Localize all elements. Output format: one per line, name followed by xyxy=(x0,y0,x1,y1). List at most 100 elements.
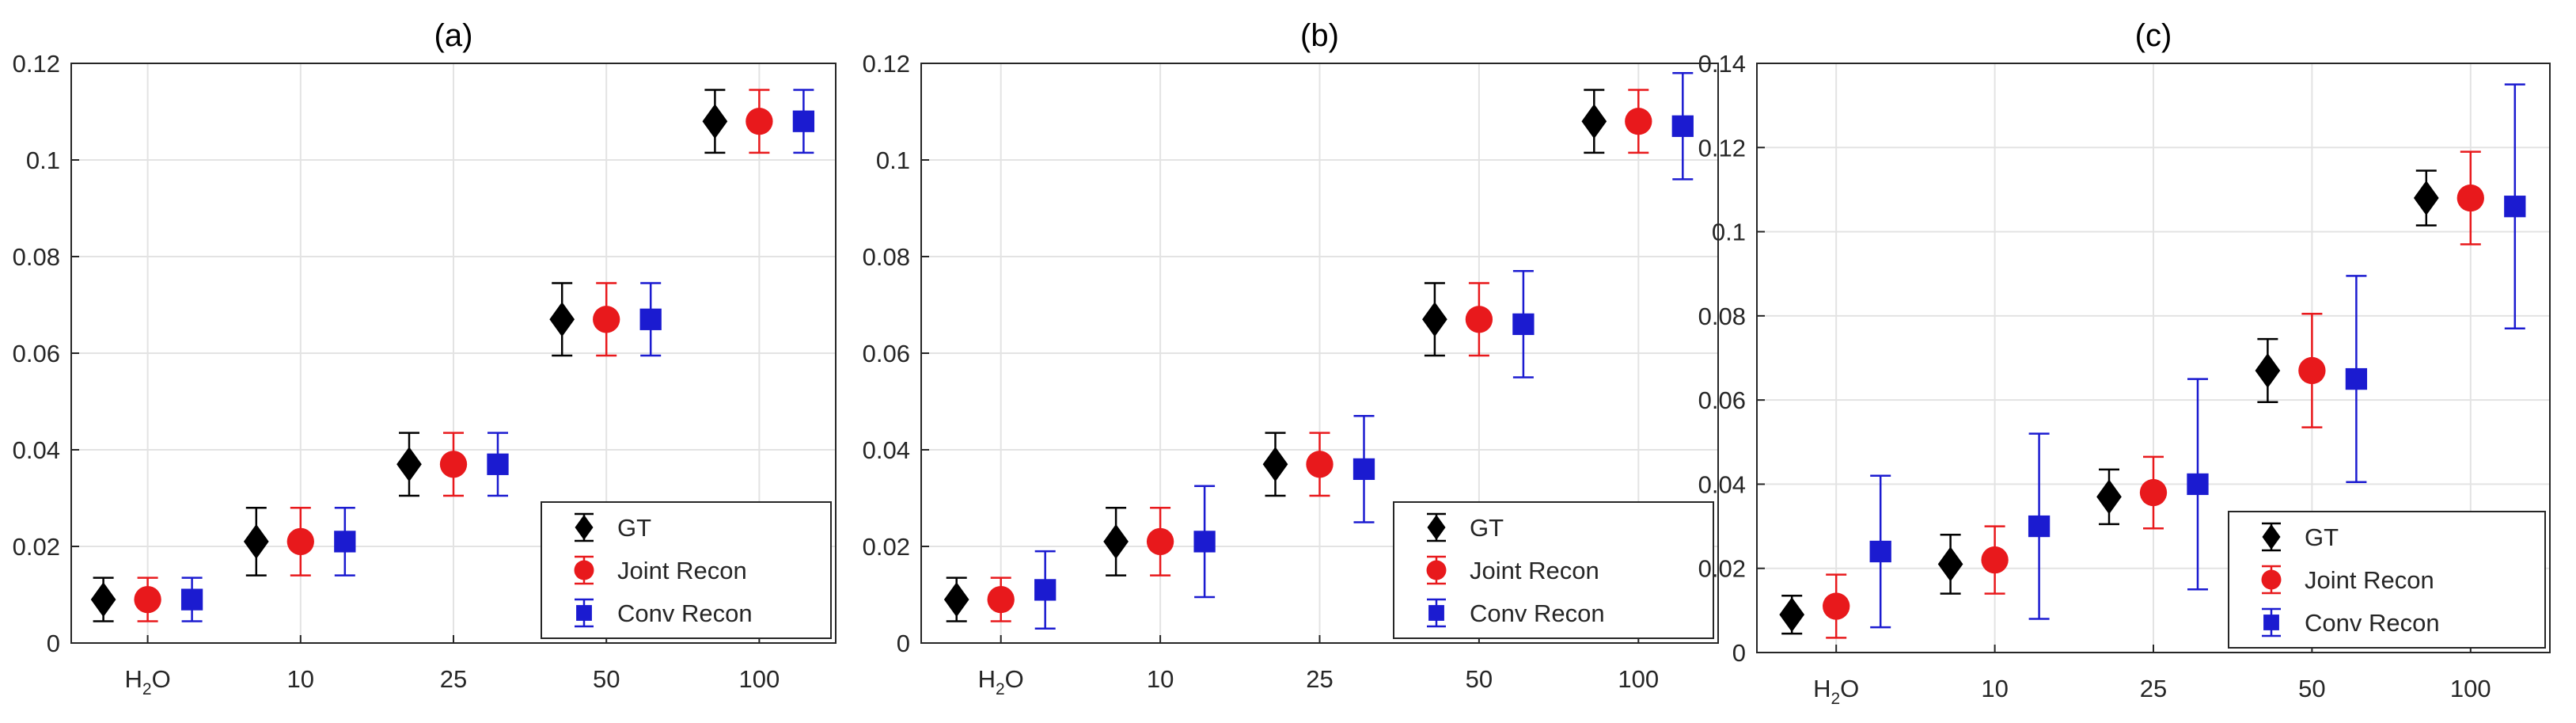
x-tick-label: 10 xyxy=(287,665,314,693)
chart-title: (a) xyxy=(434,18,473,53)
legend-joint-marker xyxy=(574,560,594,580)
x-tick-label: H2O xyxy=(1813,675,1859,708)
x-tick-label: 50 xyxy=(593,665,620,693)
legend-joint-marker xyxy=(1426,560,1447,580)
gt-marker xyxy=(1422,302,1447,337)
x-tick-label: 50 xyxy=(2298,675,2325,702)
joint-marker xyxy=(1465,306,1493,333)
legend-conv-marker xyxy=(2263,615,2279,630)
y-tick-label: 0 xyxy=(897,630,910,657)
conv-marker xyxy=(1193,531,1216,553)
y-tick-label: 0.1 xyxy=(26,147,60,174)
gt-marker xyxy=(943,582,969,618)
y-tick-label: 0.04 xyxy=(13,436,60,464)
gt-marker xyxy=(90,582,116,618)
gt-marker xyxy=(549,302,575,337)
chart-title: (b) xyxy=(1300,18,1339,53)
x-tick-label: 100 xyxy=(739,665,780,693)
conv-marker xyxy=(1352,458,1375,481)
gt-marker xyxy=(1581,104,1607,139)
gt-marker xyxy=(2413,181,2439,216)
gt-marker xyxy=(2096,479,2122,515)
conv-marker xyxy=(487,453,509,475)
legend-box xyxy=(1393,501,1714,639)
y-tick-label: 0.1 xyxy=(1712,219,1746,246)
legend-gt-label: GT xyxy=(2305,523,2339,551)
joint-marker xyxy=(745,108,773,135)
legend-joint-marker xyxy=(2261,569,2282,590)
legend-joint-label: Joint Recon xyxy=(2305,566,2434,594)
conv-marker xyxy=(1034,579,1057,601)
conv-marker xyxy=(792,110,815,132)
joint-marker xyxy=(286,527,314,556)
x-tick-label: 25 xyxy=(2140,675,2167,702)
y-tick-label: 0.02 xyxy=(13,533,60,561)
legend-gt-marker xyxy=(2262,524,2281,550)
joint-marker xyxy=(2456,184,2484,212)
x-tick-label: 10 xyxy=(1147,665,1174,693)
joint-marker xyxy=(1625,108,1652,135)
legend-gt-label: GT xyxy=(1470,514,1504,542)
y-tick-label: 0 xyxy=(47,630,60,657)
legend-conv-label: Conv Recon xyxy=(617,599,753,627)
y-tick-label: 0.02 xyxy=(863,533,910,561)
conv-marker xyxy=(2504,196,2526,218)
y-tick-label: 0.06 xyxy=(13,340,60,367)
legend-gt-label: GT xyxy=(617,514,651,542)
legend: GT Joint Recon Conv Recon xyxy=(1393,501,1714,639)
x-tick-label: 10 xyxy=(1981,675,2008,702)
joint-marker xyxy=(1823,592,1850,620)
conv-marker xyxy=(2345,367,2368,390)
chart-panel-2: 0 0.02 0.04 0.06 0.08 0.1 0.12 H2O 10 25 50 100 (b) G… xyxy=(863,18,1719,698)
y-tick-label: 0.04 xyxy=(863,436,910,464)
legend-gt-marker xyxy=(575,515,594,540)
legend-joint-label: Joint Recon xyxy=(617,557,747,584)
joint-marker xyxy=(1306,451,1334,478)
joint-marker xyxy=(1146,527,1174,556)
x-tick-label: 50 xyxy=(1466,665,1493,693)
legend-gt-marker xyxy=(1427,515,1446,540)
chart-panel-1: 0 0.02 0.04 0.06 0.08 0.1 0.12 H2O 10 25 50 100 (a) G… xyxy=(13,18,837,698)
gt-marker xyxy=(1779,597,1805,633)
legend-conv-marker xyxy=(1428,605,1444,621)
legend-box xyxy=(2228,511,2546,649)
joint-marker xyxy=(439,451,468,478)
gt-marker xyxy=(1262,447,1288,482)
legend-conv-marker xyxy=(576,605,592,621)
legend-conv-label: Conv Recon xyxy=(1470,599,1605,627)
y-tick-label: 0.08 xyxy=(13,243,60,271)
y-tick-label: 0.1 xyxy=(876,147,910,174)
chart-title: (c) xyxy=(2135,18,2172,53)
chart-panel-3: 0 0.02 0.04 0.06 0.08 0.1 0.12 0.14 H2O 10 25 50 100… xyxy=(1698,18,2551,708)
x-tick-label: H2O xyxy=(978,665,1024,698)
y-tick-label: 0.06 xyxy=(1698,386,1746,414)
y-tick-label: 0.08 xyxy=(1698,303,1746,330)
conv-marker xyxy=(1512,313,1535,336)
joint-marker xyxy=(987,585,1015,614)
gt-marker xyxy=(396,447,422,482)
legend-joint-label: Joint Recon xyxy=(1470,557,1599,584)
conv-marker xyxy=(2187,473,2209,496)
y-tick-label: 0.04 xyxy=(1698,470,1746,498)
x-tick-label: 25 xyxy=(440,665,467,693)
y-tick-label: 0.08 xyxy=(863,243,910,271)
joint-marker xyxy=(2139,478,2168,507)
gt-marker xyxy=(1937,546,1963,582)
joint-marker xyxy=(593,306,620,333)
gt-marker xyxy=(1103,523,1129,559)
x-tick-label: H2O xyxy=(124,665,170,698)
y-tick-label: 0.12 xyxy=(863,50,910,78)
y-tick-label: 0.06 xyxy=(863,340,910,367)
conv-marker xyxy=(334,531,356,553)
gt-marker xyxy=(2255,352,2281,388)
conv-marker xyxy=(2028,515,2051,538)
conv-marker xyxy=(639,308,662,330)
y-tick-label: 0 xyxy=(1732,639,1746,667)
y-tick-label: 0.12 xyxy=(13,50,60,78)
legend: GT Joint Recon Conv Recon xyxy=(541,501,832,639)
gt-marker xyxy=(243,523,269,559)
conv-marker xyxy=(1869,540,1891,563)
conv-marker xyxy=(180,588,203,611)
joint-marker xyxy=(134,585,161,614)
y-tick-label: 0.12 xyxy=(1698,134,1746,162)
